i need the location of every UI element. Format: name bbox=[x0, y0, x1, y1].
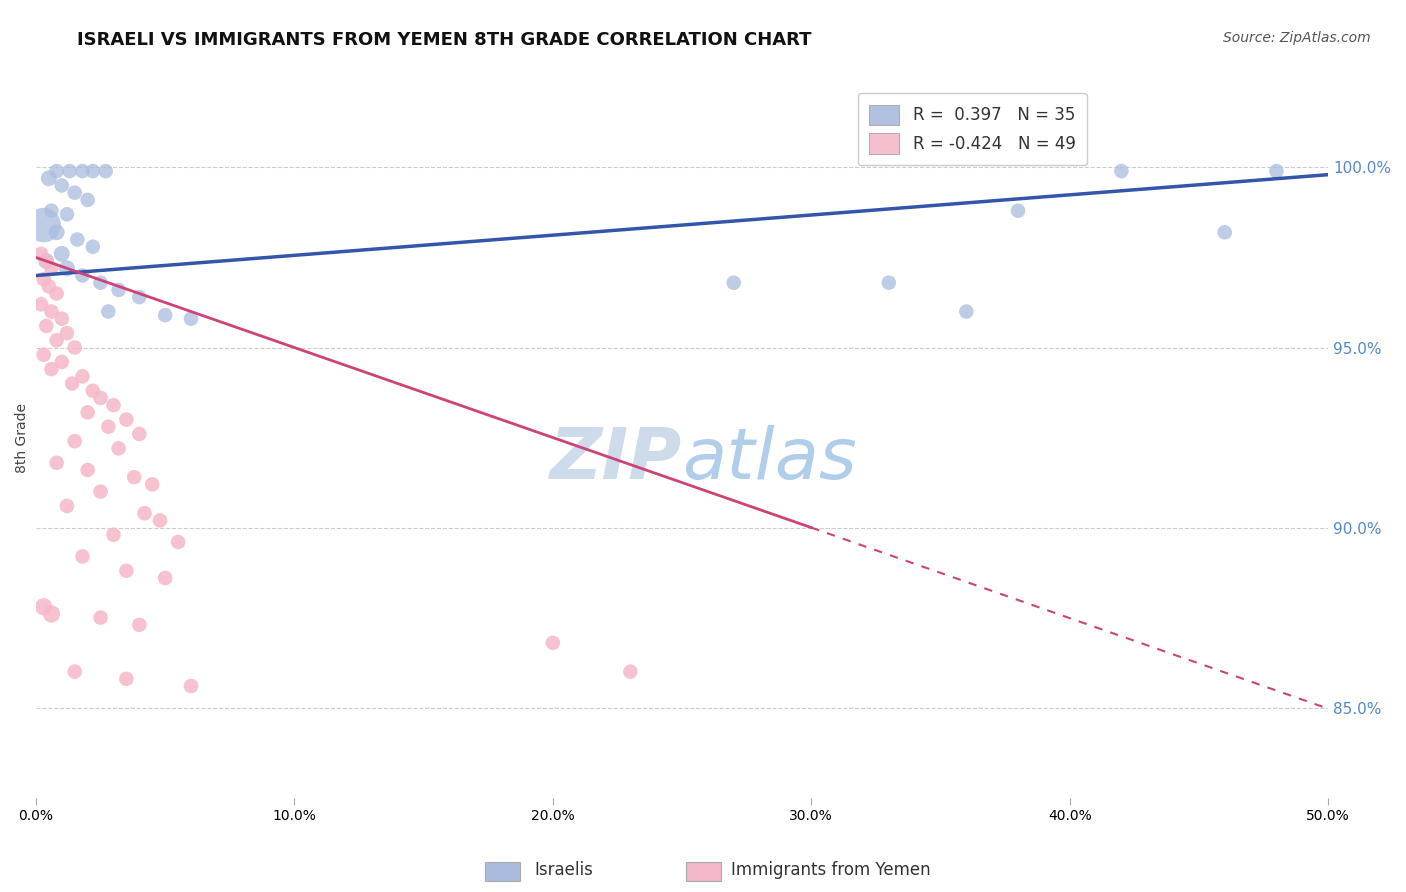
Point bbox=[76, 405, 98, 419]
Point bbox=[30, 247, 52, 261]
Point bbox=[82, 384, 104, 398]
Point bbox=[56, 261, 79, 276]
Point bbox=[141, 477, 163, 491]
Point bbox=[149, 513, 172, 527]
Point bbox=[32, 599, 55, 614]
Point bbox=[153, 571, 176, 585]
Point bbox=[38, 279, 60, 293]
Point bbox=[56, 207, 79, 221]
Text: Source: ZipAtlas.com: Source: ZipAtlas.com bbox=[1223, 31, 1371, 45]
Point bbox=[72, 164, 94, 178]
Point bbox=[32, 348, 55, 362]
Point bbox=[128, 290, 150, 304]
Point bbox=[90, 610, 112, 624]
Point bbox=[103, 398, 125, 412]
Point bbox=[1111, 164, 1133, 178]
Point bbox=[51, 247, 73, 261]
Point bbox=[1213, 225, 1236, 239]
Point bbox=[72, 549, 94, 564]
Point bbox=[66, 232, 89, 246]
Legend: R =  0.397   N = 35, R = -0.424   N = 49: R = 0.397 N = 35, R = -0.424 N = 49 bbox=[858, 93, 1087, 165]
Point bbox=[56, 499, 79, 513]
Point bbox=[60, 376, 83, 391]
Point bbox=[128, 426, 150, 441]
Point bbox=[35, 254, 58, 268]
Point bbox=[76, 463, 98, 477]
Point bbox=[619, 665, 641, 679]
Point bbox=[63, 341, 86, 355]
Point bbox=[167, 535, 190, 549]
Text: Immigrants from Yemen: Immigrants from Yemen bbox=[731, 861, 931, 879]
Point bbox=[72, 369, 94, 384]
Point bbox=[41, 261, 63, 276]
Point bbox=[45, 164, 67, 178]
Point bbox=[63, 434, 86, 449]
Point bbox=[180, 311, 202, 326]
Y-axis label: 8th Grade: 8th Grade bbox=[15, 402, 30, 473]
Point bbox=[107, 283, 129, 297]
Point bbox=[115, 412, 138, 426]
Point bbox=[90, 484, 112, 499]
Point bbox=[41, 203, 63, 218]
Text: Israelis: Israelis bbox=[534, 861, 593, 879]
Point bbox=[90, 391, 112, 405]
Point bbox=[1007, 203, 1029, 218]
Point bbox=[51, 355, 73, 369]
Point bbox=[35, 318, 58, 333]
Text: ISRAELI VS IMMIGRANTS FROM YEMEN 8TH GRADE CORRELATION CHART: ISRAELI VS IMMIGRANTS FROM YEMEN 8TH GRA… bbox=[77, 31, 811, 49]
Point bbox=[45, 286, 67, 301]
Point bbox=[82, 164, 104, 178]
Point bbox=[35, 254, 58, 268]
Point bbox=[107, 442, 129, 456]
Point bbox=[51, 311, 73, 326]
Point bbox=[90, 276, 112, 290]
Point bbox=[41, 362, 63, 376]
Point bbox=[58, 164, 80, 178]
Point bbox=[153, 308, 176, 322]
Point bbox=[122, 470, 145, 484]
Point bbox=[1265, 164, 1288, 178]
Point bbox=[180, 679, 202, 693]
Point bbox=[94, 164, 117, 178]
Point bbox=[63, 665, 86, 679]
Point bbox=[41, 607, 63, 621]
Point bbox=[115, 564, 138, 578]
Point bbox=[32, 218, 55, 232]
Point bbox=[72, 268, 94, 283]
Point bbox=[134, 506, 156, 520]
Point bbox=[38, 171, 60, 186]
Point bbox=[56, 326, 79, 340]
Point bbox=[877, 276, 900, 290]
Point bbox=[45, 225, 67, 239]
Point bbox=[541, 636, 564, 650]
Point bbox=[51, 178, 73, 193]
Point bbox=[128, 617, 150, 632]
Point bbox=[103, 528, 125, 542]
Point bbox=[30, 297, 52, 311]
Point bbox=[41, 304, 63, 318]
Point bbox=[76, 193, 98, 207]
Text: atlas: atlas bbox=[682, 425, 856, 493]
Point bbox=[955, 304, 977, 318]
Point bbox=[115, 672, 138, 686]
Point bbox=[32, 272, 55, 286]
Point bbox=[45, 334, 67, 348]
Text: ZIP: ZIP bbox=[550, 425, 682, 493]
Point bbox=[82, 240, 104, 254]
Point bbox=[723, 276, 745, 290]
Point bbox=[63, 186, 86, 200]
Point bbox=[97, 304, 120, 318]
Point bbox=[45, 456, 67, 470]
Point bbox=[97, 419, 120, 434]
